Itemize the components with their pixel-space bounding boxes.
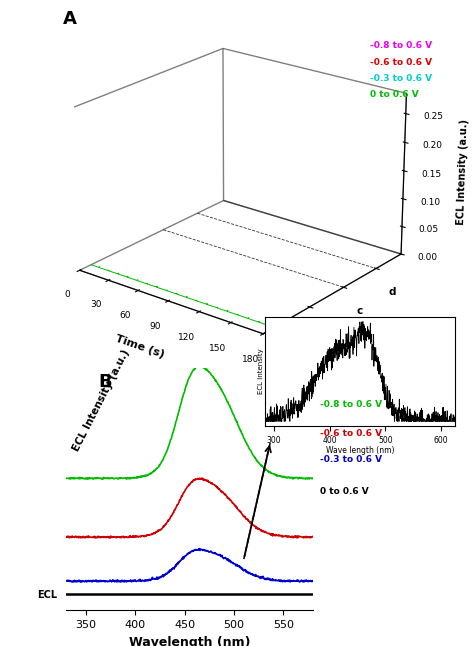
Text: ECL: ECL	[37, 590, 57, 600]
Text: -0.3 to 0.6 V: -0.3 to 0.6 V	[370, 74, 432, 83]
Text: -0.8 to 0.6 V: -0.8 to 0.6 V	[320, 400, 382, 409]
Text: B: B	[99, 373, 112, 391]
Text: 0 to 0.6 V: 0 to 0.6 V	[370, 90, 419, 99]
X-axis label: Wavelength (nm): Wavelength (nm)	[129, 636, 250, 646]
Text: -0.8 to 0.6 V: -0.8 to 0.6 V	[370, 41, 432, 50]
Text: 0 to 0.6 V: 0 to 0.6 V	[320, 487, 369, 496]
Text: -0.3 to 0.6 V: -0.3 to 0.6 V	[320, 455, 382, 464]
Text: -0.6 to 0.6 V: -0.6 to 0.6 V	[320, 429, 382, 438]
Y-axis label: ECL Intensity: ECL Intensity	[258, 349, 264, 394]
Text: -0.6 to 0.6 V: -0.6 to 0.6 V	[370, 57, 432, 67]
X-axis label: Wave length (nm): Wave length (nm)	[326, 446, 394, 455]
Text: ECL Intensity (a.u.): ECL Intensity (a.u.)	[71, 348, 131, 453]
X-axis label: Time (s): Time (s)	[114, 333, 166, 359]
Text: A: A	[64, 10, 77, 28]
